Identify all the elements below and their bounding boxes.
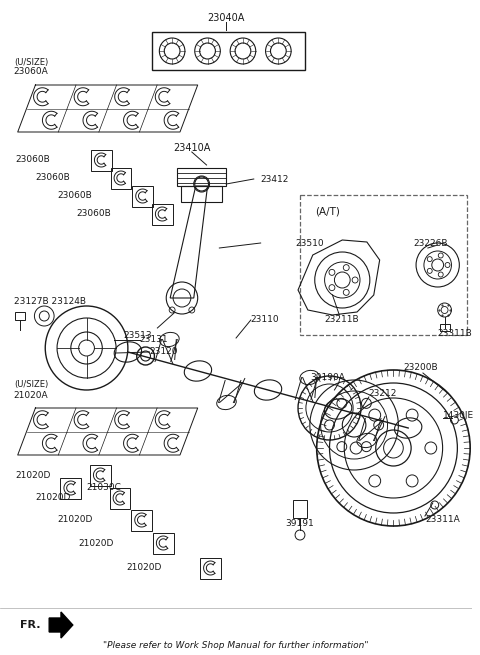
Bar	[293, 500, 307, 518]
Text: 39190A: 39190A	[310, 373, 345, 383]
Text: 23060B: 23060B	[36, 174, 70, 183]
Text: 23127B 23124B: 23127B 23124B	[14, 297, 86, 307]
Text: 21020A: 21020A	[14, 390, 48, 400]
Text: FR.: FR.	[20, 620, 40, 630]
Text: 21030C: 21030C	[86, 483, 121, 493]
Bar	[177, 168, 226, 186]
Bar	[181, 186, 222, 202]
Bar	[109, 487, 131, 508]
Text: 23410A: 23410A	[173, 143, 211, 153]
Text: 23110: 23110	[251, 316, 279, 324]
Text: 23060B: 23060B	[77, 210, 111, 219]
Text: 21020D: 21020D	[16, 470, 51, 479]
Text: 39191: 39191	[286, 519, 314, 527]
Text: 23131: 23131	[140, 335, 168, 345]
Text: 21020D: 21020D	[57, 515, 93, 525]
Bar	[91, 149, 112, 170]
Text: 23060B: 23060B	[57, 191, 92, 200]
Bar	[153, 533, 174, 553]
Text: 23212: 23212	[369, 388, 397, 398]
Text: 1430JE: 1430JE	[443, 411, 474, 419]
Text: 23311B: 23311B	[438, 329, 472, 337]
Text: 21020D: 21020D	[126, 563, 161, 572]
Text: 23311A: 23311A	[425, 515, 460, 525]
Text: (U/SIZE): (U/SIZE)	[14, 58, 48, 67]
Bar	[440, 324, 449, 331]
Text: 23060B: 23060B	[16, 155, 50, 164]
Bar	[111, 168, 132, 189]
Text: 23513: 23513	[124, 331, 153, 341]
Text: "Please refer to Work Shop Manual for further information": "Please refer to Work Shop Manual for fu…	[103, 641, 369, 650]
Text: 23226B: 23226B	[413, 238, 448, 248]
Text: 23120: 23120	[149, 348, 178, 356]
Bar	[152, 204, 173, 225]
Bar	[300, 195, 467, 335]
Bar	[153, 32, 305, 70]
Text: 21020D: 21020D	[36, 493, 71, 502]
Bar	[15, 312, 24, 320]
Bar	[132, 510, 152, 531]
Text: (U/SIZE): (U/SIZE)	[14, 381, 48, 390]
Bar	[60, 477, 81, 498]
Text: 23040A: 23040A	[207, 13, 245, 23]
Text: 23200B: 23200B	[403, 364, 438, 373]
Text: 23412: 23412	[261, 174, 289, 183]
Text: 23211B: 23211B	[324, 316, 359, 324]
Text: 23510: 23510	[295, 238, 324, 248]
Text: 21020D: 21020D	[79, 538, 114, 548]
Polygon shape	[49, 612, 73, 638]
Bar	[200, 557, 221, 578]
Bar	[132, 185, 153, 206]
Text: 23060A: 23060A	[14, 67, 48, 77]
Text: (A/T): (A/T)	[315, 206, 340, 216]
Bar	[90, 464, 111, 485]
